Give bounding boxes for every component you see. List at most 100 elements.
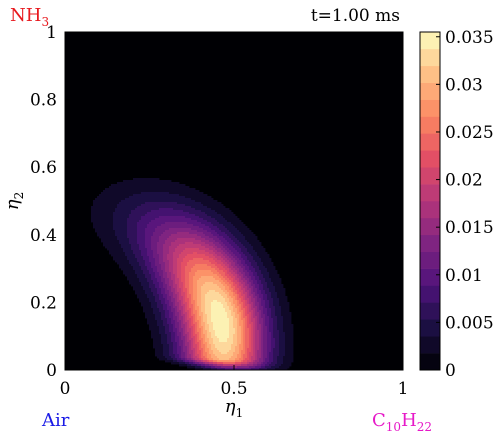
contour-cell [267, 314, 270, 317]
contour-cell [203, 312, 206, 315]
contour-cell [215, 228, 218, 231]
contour-cell [159, 288, 162, 291]
contour-cell [121, 258, 124, 261]
contour-cell [125, 222, 128, 225]
contour-cell [197, 294, 200, 297]
contour-cell [211, 258, 214, 261]
contour-cell [211, 222, 214, 225]
contour-cell [211, 276, 214, 279]
contour-cell [183, 236, 186, 239]
contour-cell [147, 246, 150, 249]
contour-cell [99, 226, 102, 229]
contour-cell [179, 296, 182, 299]
contour-cell [231, 246, 234, 249]
contour-cell [259, 282, 262, 285]
contour-cell [173, 220, 176, 223]
contour-cell [145, 310, 148, 313]
contour-cell [147, 276, 150, 279]
contour-cell [191, 276, 194, 279]
contour-cell [211, 240, 214, 243]
contour-cell [199, 200, 202, 203]
contour-cell [161, 302, 164, 305]
contour-cell [167, 182, 170, 185]
contour-cell [247, 316, 250, 319]
contour-cell [167, 264, 170, 267]
contour-cell [245, 272, 248, 275]
contour-cell [205, 238, 208, 241]
contour-cell [215, 284, 218, 287]
contour-cell [145, 294, 148, 297]
contour-cell [157, 270, 160, 273]
contour-cell [107, 248, 110, 251]
contour-cell [281, 288, 284, 291]
contour-cell [189, 226, 192, 229]
contour-cell [195, 202, 198, 205]
contour-cell [265, 318, 268, 321]
contour-cell [247, 232, 250, 235]
contour-cell [197, 214, 200, 217]
contour-cell [131, 226, 134, 229]
contour-cell [257, 282, 260, 285]
contour-cell [157, 314, 160, 317]
contour-cell [141, 228, 144, 231]
contour-cell [159, 318, 162, 321]
contour-cell [247, 264, 250, 267]
contour-cell [157, 298, 160, 301]
contour-cell [217, 214, 220, 217]
contour-cell [163, 290, 166, 293]
contour-cell [181, 278, 184, 281]
contour-cell [139, 184, 142, 187]
contour-cell [159, 194, 162, 197]
contour-cell [219, 304, 222, 307]
contour-cell [249, 280, 252, 283]
contour-cell [171, 214, 174, 217]
contour-cell [115, 238, 118, 241]
contour-cell [135, 268, 138, 271]
contour-cell [167, 276, 170, 279]
contour-cell [231, 288, 234, 291]
contour-cell [237, 228, 240, 231]
contour-cell [215, 252, 218, 255]
contour-cell [229, 248, 232, 251]
contour-cell [117, 204, 120, 207]
contour-cell [215, 306, 218, 309]
contour-cell [209, 236, 212, 239]
contour-cell [149, 252, 152, 255]
contour-cell [203, 200, 206, 203]
contour-cell [151, 184, 154, 187]
contour-cell [255, 286, 258, 289]
contour-cell [165, 268, 168, 271]
contour-cell [195, 234, 198, 237]
contour-cell [153, 276, 156, 279]
contour-cell [155, 300, 158, 303]
contour-cell [99, 234, 102, 237]
contour-cell [237, 226, 240, 229]
contour-cell [167, 192, 170, 195]
contour-cell [161, 208, 164, 211]
contour-cell [169, 296, 172, 299]
contour-cell [181, 192, 184, 195]
contour-cell [225, 274, 228, 277]
contour-cell [203, 282, 206, 285]
contour-cell [235, 246, 238, 249]
contour-cell [187, 242, 190, 245]
contour-cell [155, 220, 158, 223]
contour-cell [155, 284, 158, 287]
contour-cell [133, 242, 136, 245]
contour-cell [181, 280, 184, 283]
contour-cell [239, 260, 242, 263]
contour-cell [155, 198, 158, 201]
contour-cell [199, 210, 202, 213]
contour-cell [133, 246, 136, 249]
contour-cell [163, 262, 166, 265]
contour-cell [173, 250, 176, 253]
contour-cell [155, 234, 158, 237]
contour-cell [233, 292, 236, 295]
contour-cell [133, 278, 136, 281]
contour-cell [183, 224, 186, 227]
contour-cell [165, 250, 168, 253]
contour-cell [253, 254, 256, 257]
contour-cell [267, 298, 270, 301]
contour-cell [169, 246, 172, 249]
contour-cell [151, 276, 154, 279]
